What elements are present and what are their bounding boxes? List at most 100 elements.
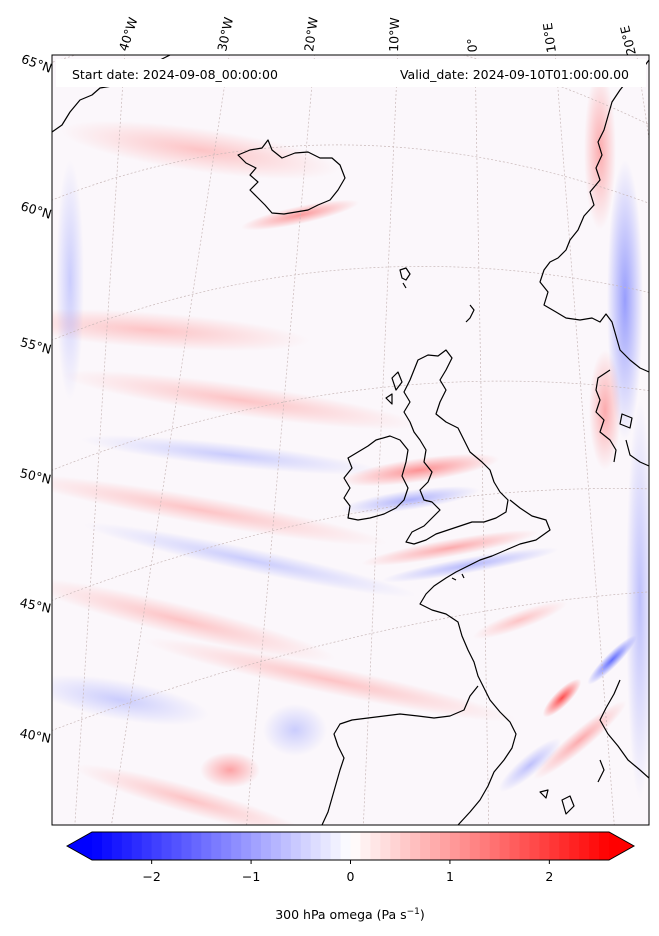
- colorbar-extend-min: [67, 832, 92, 860]
- omega-band: [361, 530, 539, 566]
- omega-field: [52, 70, 649, 825]
- coast-sweden-lake: [619, 413, 633, 429]
- omega-band: [61, 120, 339, 180]
- colorbar-segment: [459, 832, 471, 860]
- colorbar-segment: [499, 832, 511, 860]
- omega-band: [533, 700, 627, 780]
- colorbar-segment: [539, 832, 550, 860]
- colorbar-segment: [310, 832, 322, 860]
- colorbar-segment: [191, 832, 202, 860]
- colorbar-label-main: 300 hPa omega (Pa s: [275, 907, 406, 922]
- parallel-55n: [52, 266, 649, 341]
- lon-label-40w: 40°W: [116, 15, 141, 52]
- coast-italy: [599, 679, 649, 779]
- lon-label-30w: 30°W: [214, 16, 236, 53]
- colorbar-tick-label: 2: [545, 869, 553, 884]
- colorbar-tick-label: −2: [142, 869, 160, 884]
- coast-baltic: [625, 439, 649, 467]
- coast-iceland: [237, 139, 346, 215]
- coast-hebrides: [385, 371, 403, 405]
- lon-label-0: 0°: [464, 38, 480, 53]
- colorbar-segment: [430, 832, 441, 860]
- colorbar-tick-label: 0: [347, 869, 355, 884]
- coast-denmark: [595, 369, 617, 463]
- coast-corsica: [597, 759, 605, 783]
- colorbar-segment: [330, 832, 342, 860]
- colorbar-label-close: ): [420, 907, 425, 922]
- colorbar-segment: [340, 832, 352, 860]
- colorbar-segment: [509, 832, 521, 860]
- graticule: [52, 55, 649, 825]
- colorbar-segment: [181, 832, 193, 860]
- omega-band: [340, 486, 480, 514]
- omega-band: [52, 674, 209, 726]
- colorbar-segment: [449, 832, 461, 860]
- colorbar-segment: [280, 832, 292, 860]
- colorbar-segment: [241, 832, 252, 860]
- coast-iberia-med: [457, 687, 517, 825]
- parallel-50n: [52, 380, 649, 471]
- parallel-40n: [52, 591, 649, 731]
- lat-label-45n: 45°N: [19, 595, 53, 616]
- lon-label-20e: 20°E: [617, 24, 639, 57]
- colorbar-segment: [161, 832, 173, 860]
- colorbar-segment: [300, 832, 312, 860]
- colorbar-label: 300 hPa omega (Pa s−1): [275, 907, 425, 922]
- colorbar-segment: [519, 832, 531, 860]
- colorbar-segment: [370, 832, 381, 860]
- colorbar-ticks: −2 −1 0 1 2: [142, 860, 553, 884]
- valid-date-label: Valid_date: 2024-09-10T01:00:00.00: [400, 67, 629, 82]
- omega-min: [587, 635, 637, 685]
- lon-label-20w: 20°W: [301, 16, 321, 52]
- omega-band: [74, 764, 306, 825]
- colorbar-segment: [360, 832, 371, 860]
- colorbar-segment: [221, 832, 232, 860]
- coast-balearic: [539, 789, 549, 799]
- colorbar-segment: [151, 832, 163, 860]
- colorbar-segment: [231, 832, 242, 860]
- omega-band: [52, 578, 336, 662]
- longitude-labels: 40°W 30°W 20°W 10°W 0° 10°E 20°E: [116, 15, 639, 56]
- omega-band: [498, 738, 562, 792]
- colorbar-segment: [261, 832, 272, 860]
- coast-great-britain: [403, 349, 509, 545]
- colorbar-segment: [400, 832, 411, 860]
- colorbar-segment: [549, 832, 560, 860]
- coast-faroe: [399, 267, 411, 289]
- colorbar-segment: [171, 832, 183, 860]
- lat-label-50n: 50°N: [19, 465, 53, 487]
- coast-sardinia: [561, 795, 575, 815]
- meridian-0: [474, 55, 490, 825]
- colorbar-segment: [111, 832, 123, 860]
- coast-channel-islands: [451, 573, 465, 581]
- omega-blob: [200, 752, 260, 788]
- colorbar-segment: [569, 832, 580, 860]
- omega-band: [83, 522, 417, 598]
- header-strip: [56, 59, 646, 87]
- colorbar-tick-label: 1: [446, 869, 454, 884]
- lat-label-40n: 40°N: [18, 725, 52, 746]
- colorbar-segment: [121, 832, 133, 860]
- colorbar-segment: [479, 832, 491, 860]
- colorbar-segment: [589, 832, 600, 860]
- omega-max: [542, 678, 582, 718]
- coast-ireland: [343, 435, 409, 521]
- colorbar-segment: [141, 832, 153, 860]
- omega-band: [472, 600, 568, 640]
- parallel-60n: [52, 144, 649, 204]
- omega-band: [56, 160, 84, 400]
- colorbar-segment: [201, 832, 212, 860]
- colorbar-segment: [92, 832, 103, 860]
- omega-band: [340, 453, 500, 487]
- colorbar-segment: [101, 832, 113, 860]
- coast-shetland: [465, 304, 475, 323]
- coast-france: [419, 499, 551, 689]
- map-panel: Start date: 2024-09-08_00:00:00 Valid_da…: [51, 54, 650, 826]
- colorbar-segment: [320, 832, 332, 860]
- omega-band: [80, 435, 380, 475]
- parallel-65n: [52, 55, 649, 126]
- colorbar-segment: [290, 832, 302, 860]
- colorbar-segment: [211, 832, 222, 860]
- map-frame: [51, 54, 650, 826]
- colorbar-extend-max: [609, 832, 634, 860]
